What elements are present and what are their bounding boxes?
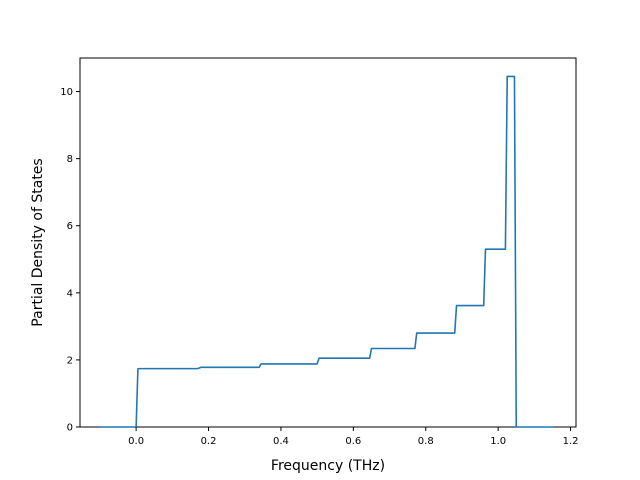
y-tick-label: 2 [67,355,73,366]
y-tick-label: 6 [67,221,73,232]
x-tick-label: 0.6 [345,436,361,447]
x-tick-label: 0.4 [273,436,289,447]
y-tick-label: 10 [60,87,73,98]
x-axis-ticks: 0.0 0.2 0.4 0.6 0.8 1.0 1.2 [128,427,579,447]
y-axis-ticks: 0 2 4 6 8 10 [60,87,80,434]
x-tick-label: 0.2 [201,436,217,447]
y-tick-label: 0 [67,423,73,434]
y-tick-label: 4 [67,288,73,299]
x-tick-label: 1.0 [490,436,506,447]
x-tick-label: 0.8 [418,436,434,447]
x-tick-label: 0.0 [128,436,144,447]
y-tick-label: 8 [67,154,73,165]
plot-frame [79,57,577,428]
x-tick-label: 1.2 [563,436,579,447]
y-axis-label: Partial Density of States [30,158,46,326]
pdos-series-line [99,75,555,428]
x-axis-label: Frequency (THz) [271,458,385,474]
series-layer [99,75,555,428]
